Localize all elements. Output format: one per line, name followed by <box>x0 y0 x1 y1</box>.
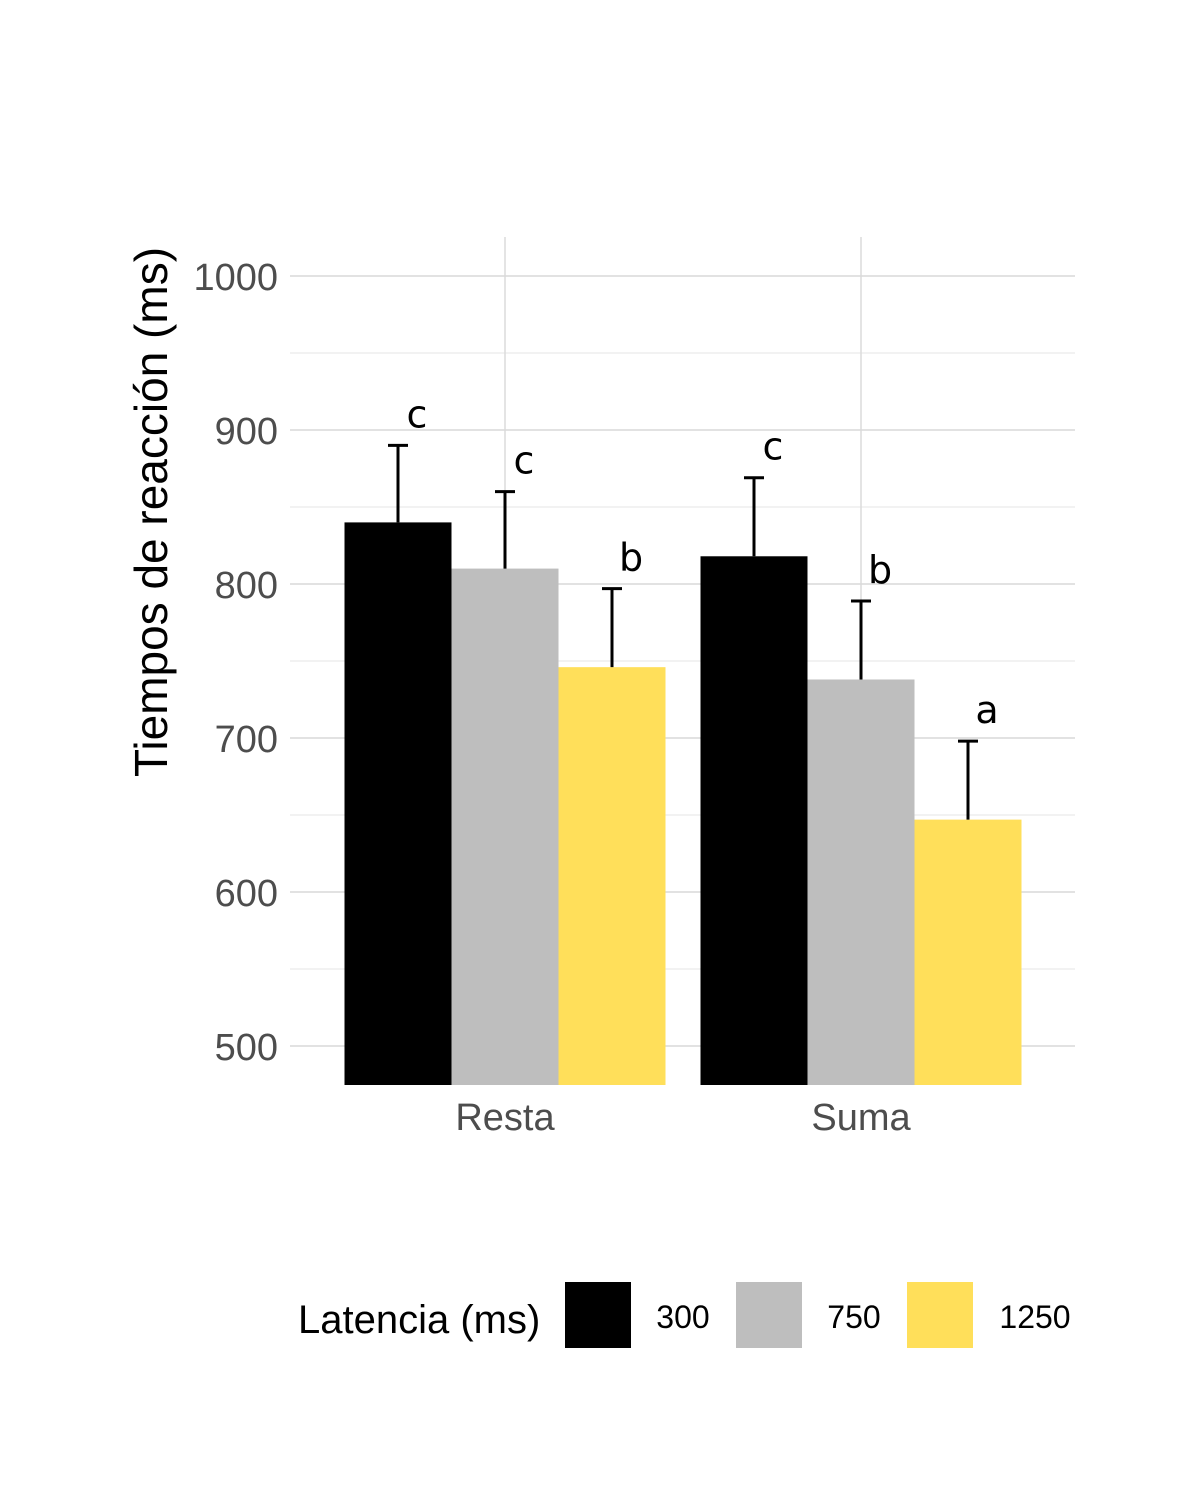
x-axis-ticks: Resta Suma <box>455 1097 911 1139</box>
x-tick-label: Suma <box>811 1097 911 1139</box>
legend-key <box>565 1282 631 1348</box>
y-tick-label: 700 <box>215 719 278 761</box>
significance-letter: c <box>514 439 535 483</box>
y-axis-title: Tiempos de reacción (ms) <box>125 247 177 777</box>
significance-letter: c <box>763 425 784 469</box>
legend-label: 750 <box>827 1299 880 1335</box>
y-tick-label: 600 <box>215 873 278 915</box>
bar <box>344 522 452 1085</box>
significance-letter: b <box>619 536 643 580</box>
significance-letter: b <box>868 548 892 592</box>
significance-letter: c <box>407 392 428 436</box>
significance-letter: a <box>975 688 998 732</box>
legend-title: Latencia (ms) <box>298 1298 540 1342</box>
y-tick-label: 800 <box>215 565 278 607</box>
legend-label: 1250 <box>999 1299 1070 1335</box>
legend-items: 300 750 1250 <box>565 1282 1071 1348</box>
bar <box>451 568 559 1085</box>
legend-label: 300 <box>656 1299 709 1335</box>
x-tick-label: Resta <box>455 1097 555 1139</box>
y-tick-label: 900 <box>215 411 278 453</box>
bar <box>700 556 808 1085</box>
y-axis-ticks: 500 600 700 800 900 1000 <box>193 257 278 1069</box>
legend-key <box>907 1282 973 1348</box>
significance-labels: c c b c b a <box>407 392 999 732</box>
y-tick-label: 500 <box>215 1027 278 1069</box>
legend-key <box>736 1282 802 1348</box>
y-tick-label: 1000 <box>193 257 278 299</box>
error-bars <box>388 443 978 820</box>
bars <box>344 522 1022 1085</box>
bar <box>807 679 915 1085</box>
legend: Latencia (ms) 300 750 1250 <box>298 1282 1071 1348</box>
bar <box>914 819 1022 1085</box>
bar <box>558 667 666 1085</box>
